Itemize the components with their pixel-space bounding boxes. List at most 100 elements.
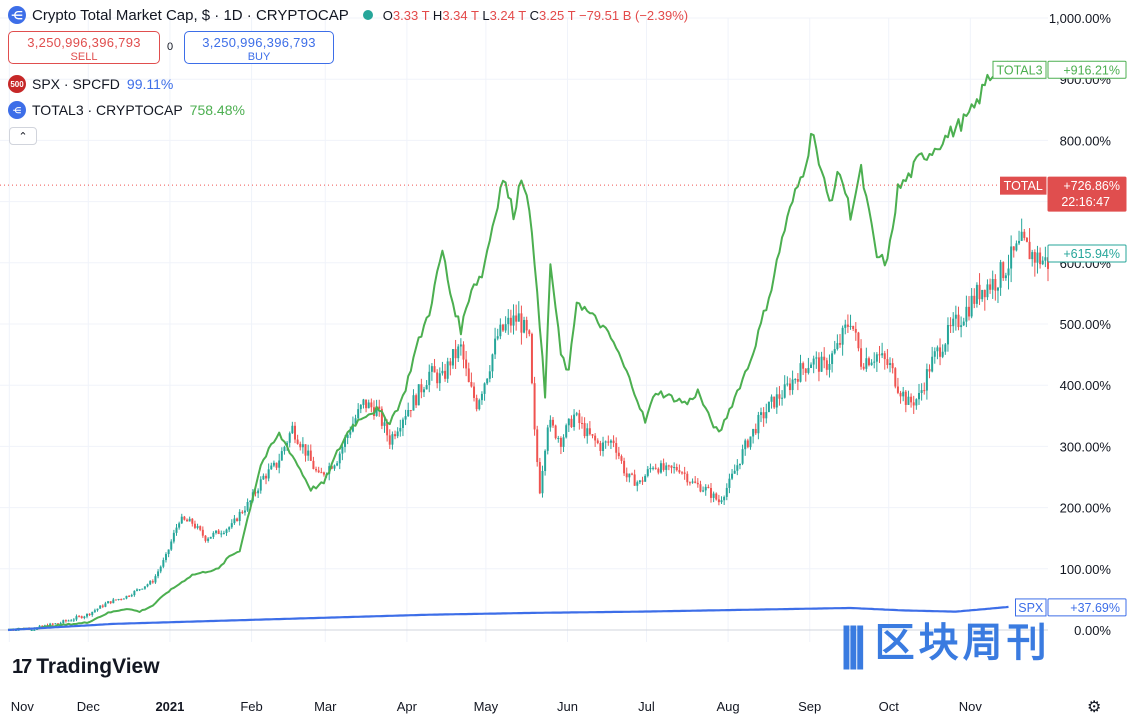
- candle-body: [228, 527, 231, 530]
- candle-body: [862, 366, 865, 369]
- x-tick-label: Jun: [557, 699, 578, 714]
- y-tick-label: 400.00%: [1060, 378, 1112, 393]
- candle-body: [599, 443, 602, 452]
- candle-body: [93, 610, 96, 612]
- candle-body: [652, 467, 655, 469]
- candle-body: [949, 324, 952, 327]
- total-tag-box: [1000, 176, 1047, 195]
- candle-body: [307, 450, 310, 456]
- tradingview-logo: 17 TradingView: [12, 655, 160, 679]
- market-status-dot: [362, 10, 373, 20]
- candle-body: [270, 465, 273, 470]
- candle-body: [1004, 275, 1007, 279]
- candle-body: [670, 465, 673, 468]
- candle-body: [154, 576, 157, 583]
- candle-body: [1036, 252, 1039, 263]
- candle-body: [317, 470, 320, 473]
- candle-body: [681, 472, 684, 474]
- candle-body: [649, 467, 652, 470]
- candle-body: [820, 356, 823, 372]
- buy-button[interactable]: 3,250,996,396,793 BUY: [184, 31, 334, 64]
- candle-body: [30, 630, 33, 631]
- candle-body: [128, 595, 131, 597]
- candle-body: [462, 344, 465, 360]
- candle-body: [875, 354, 878, 362]
- x-tick-label: Nov: [959, 699, 983, 714]
- sell-button[interactable]: 3,250,996,396,793 SELL: [8, 31, 160, 64]
- candle-body: [696, 482, 699, 485]
- candle-body: [941, 351, 944, 357]
- candle-body: [807, 367, 810, 373]
- candle-body: [996, 287, 999, 291]
- candle-body: [723, 496, 726, 501]
- candle-body: [962, 321, 965, 326]
- candle-body: [773, 396, 776, 408]
- candle-body: [309, 450, 312, 461]
- candle-body: [931, 356, 934, 372]
- candle-body: [396, 431, 399, 437]
- candle-body: [336, 463, 339, 466]
- spx-icon: 500: [8, 75, 26, 93]
- candle-body: [981, 289, 984, 300]
- candle-body: [641, 480, 644, 482]
- candle-body: [209, 536, 212, 539]
- candle-body: [196, 526, 199, 528]
- candle-body: [441, 370, 444, 374]
- candle-body: [122, 598, 125, 600]
- candle-body: [1018, 240, 1021, 244]
- candle-body: [85, 613, 88, 617]
- candle-body: [952, 318, 955, 327]
- close-value: 3.25 T: [538, 7, 576, 23]
- candle-body: [786, 383, 789, 385]
- candle-body: [702, 490, 705, 492]
- candle-body: [499, 324, 502, 337]
- candle-body: [117, 599, 120, 601]
- candle-body: [459, 344, 462, 347]
- settings-gear-icon[interactable]: ⚙: [1087, 699, 1102, 716]
- chart-title[interactable]: Crypto Total Market Cap, $ · 1D · CRYPTO…: [32, 6, 349, 24]
- candle-body: [146, 584, 149, 587]
- candle-body: [386, 422, 389, 436]
- legend-total3[interactable]: ⋲ TOTAL3 · CRYPTOCAP 758.48%: [8, 100, 245, 120]
- candle-body: [567, 418, 570, 426]
- candle-body: [625, 473, 628, 478]
- candle-body: [954, 314, 957, 319]
- candle-body: [272, 462, 275, 466]
- candle-body: [149, 581, 152, 585]
- candle-body: [164, 554, 167, 561]
- candle-body: [167, 549, 170, 555]
- candle-body: [741, 449, 744, 464]
- close-label: C: [529, 7, 539, 23]
- candle-body: [578, 413, 581, 424]
- candle-body: [633, 474, 636, 486]
- candle-body: [1002, 262, 1005, 279]
- candle-body: [867, 358, 870, 366]
- change-value: −79.51 B (−2.39%): [578, 7, 689, 23]
- y-tick-label: 800.00%: [1060, 133, 1112, 148]
- candle-body: [67, 620, 70, 622]
- candle-body: [478, 400, 481, 410]
- legend-spx[interactable]: 500 SPX · SPCFD 99.11%: [8, 74, 173, 94]
- candle-body: [125, 595, 128, 599]
- candle-body: [691, 481, 694, 483]
- candle-body: [781, 397, 784, 399]
- candle-body: [731, 473, 734, 479]
- candle-body: [378, 406, 381, 409]
- collapse-legend-button[interactable]: ⌃: [9, 127, 37, 145]
- candle-body: [204, 535, 207, 541]
- candle-body: [946, 324, 949, 345]
- candle-body: [544, 450, 547, 471]
- total-countdown: 22:16:47: [1061, 195, 1110, 209]
- candle-body: [296, 439, 299, 444]
- candle-body: [746, 440, 749, 448]
- candle-body: [322, 472, 325, 475]
- candle-body: [591, 434, 594, 436]
- x-tick-label: Apr: [397, 699, 418, 714]
- candle-body: [446, 361, 449, 379]
- candle-body: [662, 463, 665, 470]
- watermark-text: 区块周刊: [874, 621, 1051, 665]
- candle-body: [370, 402, 373, 408]
- spx-tag-label: SPX: [1018, 601, 1044, 615]
- candle-body: [810, 364, 813, 368]
